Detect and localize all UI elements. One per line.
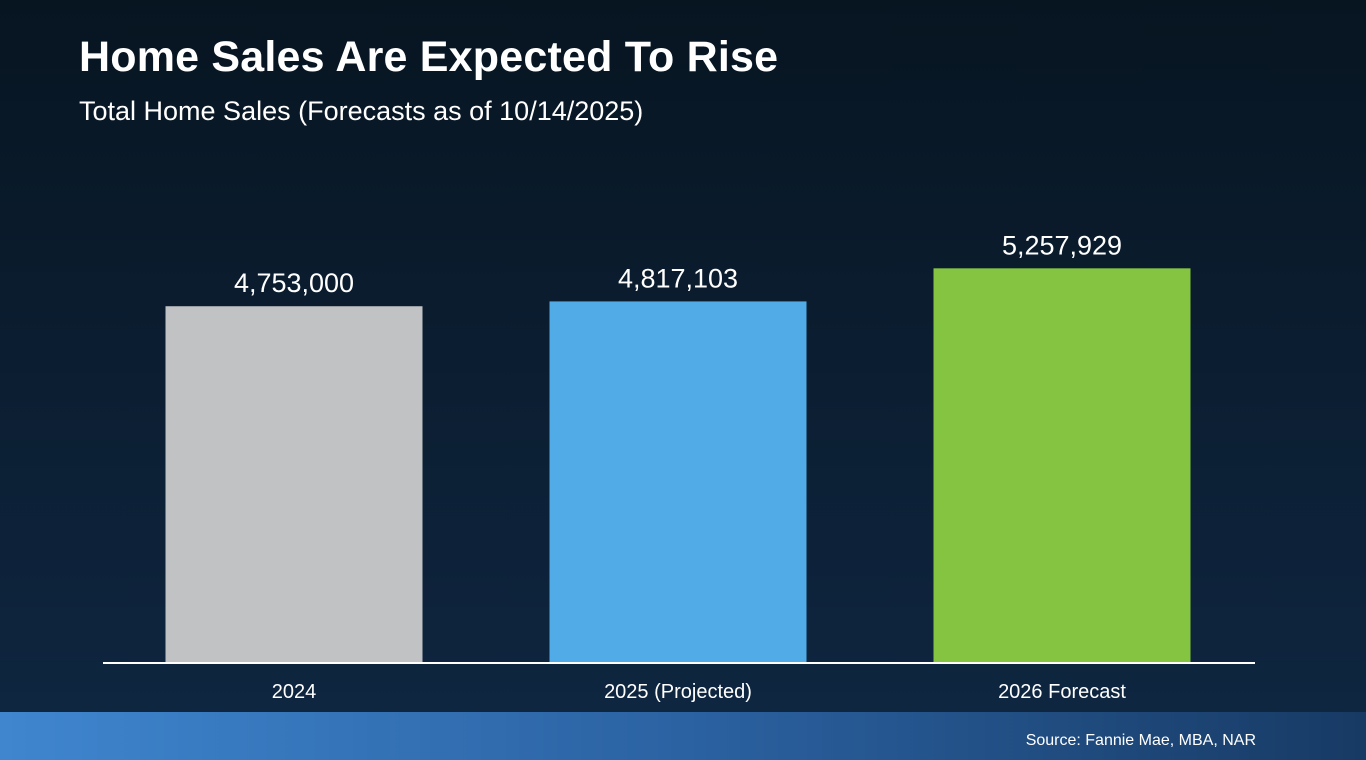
bar-chart: 4,753,000 2024 4,817,103 2025 (Projected) 5,… [165,230,1191,703]
bar-2024 [165,306,423,663]
category-label: 2026 Forecast [998,681,1126,703]
footer-bar: Source: Fannie Mae, MBA, NAR [0,712,1366,760]
value-label: 5,257,929 [1002,230,1122,260]
value-label: 4,753,000 [234,268,354,298]
chart-title: Home Sales Are Expected To Rise [79,33,779,81]
category-label: 2024 [272,681,317,703]
category-label: 2025 (Projected) [604,681,752,703]
source-text: Source: Fannie Mae, MBA, NAR [1025,732,1256,749]
bar-2026-forecast [933,268,1191,663]
value-label: 4,817,103 [618,263,738,293]
bar-2025-projected [549,301,807,663]
chart-subtitle: Total Home Sales (Forecasts as of 10/14/… [79,96,644,126]
